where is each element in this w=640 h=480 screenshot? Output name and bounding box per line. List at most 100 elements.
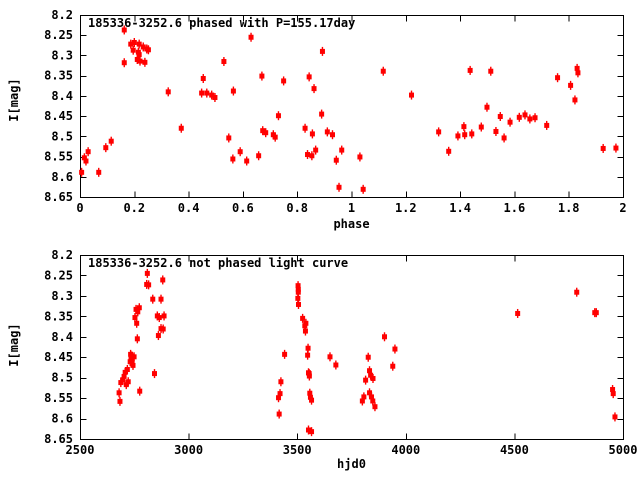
data-point	[121, 25, 127, 35]
data-point	[336, 182, 342, 192]
data-point	[230, 86, 236, 96]
data-point	[303, 318, 309, 328]
data-point	[455, 131, 461, 141]
data-point	[462, 130, 468, 140]
data-point	[493, 126, 499, 136]
data-point	[136, 303, 142, 313]
data-point	[281, 76, 287, 86]
data-point	[161, 311, 167, 321]
data-point	[380, 66, 386, 76]
x-tick-label: 2	[619, 201, 626, 215]
plot-border	[80, 15, 624, 198]
data-point	[610, 389, 616, 399]
data-point	[160, 275, 166, 285]
data-point	[469, 129, 475, 139]
y-tick-label: 8.25	[44, 268, 73, 282]
y-tick-label: 8.45	[44, 350, 73, 364]
data-point	[226, 133, 232, 143]
data-point	[478, 122, 484, 132]
y-ticks: 8.2 8.25 8.3 8.35 8.4 8.45 8.5 8.55 8.6 8.65	[44, 8, 624, 204]
unphased-plot-area: 2500 3000 3500 4000 4500 50008.28.258.38.358.…	[44, 248, 638, 457]
x-tick-label: 4500	[500, 443, 529, 457]
data-point	[96, 167, 102, 177]
y-tick-label: 8.45	[44, 109, 73, 123]
data-point	[527, 114, 533, 124]
unphased-light-curve-chart: 2500 3000 3500 4000 4500 5000 8.2 8.25 8.3 8.35 8.…	[0, 240, 640, 480]
y-tick-label: 8.5	[51, 129, 73, 143]
data-point	[221, 57, 227, 67]
data-point	[131, 38, 137, 48]
data-point	[295, 287, 301, 297]
axes	[80, 15, 624, 198]
y-tick-label: 8.55	[44, 150, 73, 164]
data-point	[392, 344, 398, 354]
data-point	[278, 377, 284, 387]
data-point	[134, 334, 140, 344]
data-point	[507, 117, 513, 127]
data-point	[146, 280, 152, 290]
data-point	[515, 308, 521, 318]
data-point	[612, 412, 618, 422]
y-ticks: 8.2 8.25 8.3 8.35 8.4 8.45 8.5 8.55 8.6 8.65	[44, 248, 624, 446]
data-point	[178, 123, 184, 133]
data-point	[339, 145, 345, 155]
x-ticks: 0 0.2 0.4 0.6 0.8 1 1.2 1.4 1.6 1.8 2	[76, 15, 627, 215]
data-point	[593, 308, 599, 318]
y-tick-label: 8.35	[44, 309, 73, 323]
data-point	[532, 113, 538, 123]
data-point	[263, 128, 269, 138]
x-ticks: 2500 3000 3500 4000 4500 5000	[66, 255, 638, 457]
x-tick-label: 1.8	[558, 201, 580, 215]
y-tick-label: 8.3	[51, 48, 73, 62]
data-point	[275, 111, 281, 121]
data-point	[108, 136, 114, 146]
data-point	[156, 313, 162, 323]
y-tick-label: 8.6	[51, 170, 73, 184]
data-point	[121, 58, 127, 68]
data-point	[544, 120, 550, 130]
data-point	[333, 360, 339, 370]
data-point	[613, 143, 619, 153]
data-point	[124, 364, 130, 374]
data-point	[155, 331, 161, 341]
data-point	[363, 375, 369, 385]
phased-light-curve-chart: 0 0.2 0.4 0.6 0.8 1 1.2 1.4 1.6 1.8 2 8.2 8.25 8.3 8.3…	[7, 8, 627, 231]
data-point	[103, 143, 109, 153]
data-point	[309, 151, 315, 161]
data-point	[309, 129, 315, 139]
data-point	[309, 395, 315, 405]
x-tick-label: 1.2	[395, 201, 417, 215]
x-tick-label: 1.4	[449, 201, 471, 215]
data-point	[137, 56, 143, 66]
x-tick-label: 5000	[609, 443, 638, 457]
data-point	[150, 294, 156, 304]
data-point	[144, 268, 150, 278]
data-point	[305, 343, 311, 353]
y-tick-label: 8.5	[51, 371, 73, 385]
data-point	[199, 88, 205, 98]
y-tick-label: 8.4	[51, 89, 73, 103]
data-point	[130, 45, 136, 55]
data-point	[132, 313, 138, 323]
y-axis-label: I[mag]	[7, 78, 21, 122]
data-point	[137, 386, 143, 396]
data-point	[160, 324, 166, 334]
x-tick-label: 3500	[283, 443, 312, 457]
data-point	[484, 102, 490, 112]
data-point	[370, 396, 376, 406]
data-point	[136, 50, 142, 60]
data-point	[360, 184, 366, 194]
data-point	[145, 45, 151, 55]
data-point	[296, 299, 302, 309]
data-point	[574, 287, 580, 297]
data-point	[600, 143, 606, 153]
y-tick-label: 8.2	[51, 8, 73, 22]
data-point	[568, 80, 574, 90]
data-point	[277, 389, 283, 399]
data-point	[165, 87, 171, 97]
data-point	[209, 90, 215, 100]
data-point	[309, 427, 315, 437]
x-tick-label: 1.6	[504, 201, 526, 215]
data-point	[311, 84, 317, 94]
